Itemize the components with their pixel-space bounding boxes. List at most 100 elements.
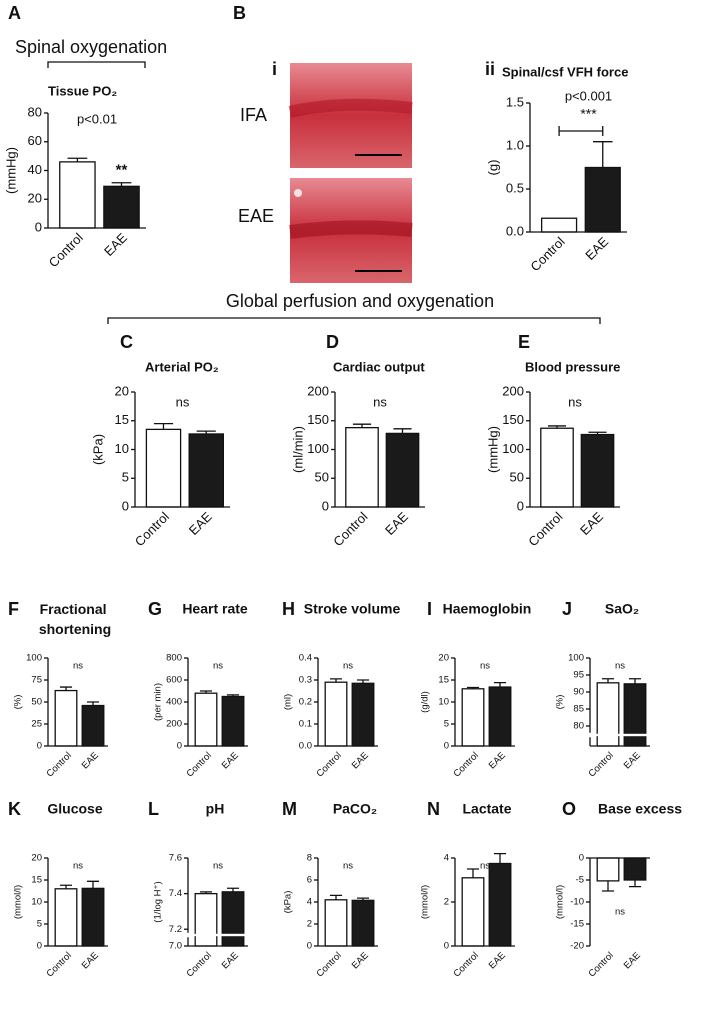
bar: [103, 185, 140, 229]
significance: ns: [480, 661, 490, 672]
panel-letter: E: [518, 332, 530, 352]
panel-letter: L: [148, 799, 159, 819]
panel-letter: H: [282, 599, 295, 619]
y-tick-label: 60: [28, 133, 42, 148]
y-tick-label: 0: [122, 498, 129, 513]
significance: ns: [213, 861, 223, 872]
significance: **: [116, 162, 128, 179]
image-label: EAE: [238, 206, 274, 226]
y-axis-label: (ml/min): [290, 426, 305, 473]
image-label: IFA: [240, 105, 267, 125]
y-tick-label: 0: [177, 741, 182, 752]
panel-letter: M: [282, 799, 297, 819]
bar: [194, 892, 218, 947]
error-bar: [466, 686, 480, 689]
y-tick-label: -20: [570, 941, 584, 952]
panel-letter: G: [148, 599, 162, 619]
x-tick-label: Control: [586, 750, 615, 779]
x-tick-label: Control: [525, 509, 565, 549]
bar: [345, 426, 379, 508]
error-bar: [67, 157, 88, 162]
y-tick-label: 80: [28, 104, 42, 119]
chart-title: Stroke volume: [304, 601, 401, 617]
glare: [294, 189, 302, 197]
y-tick-label: 7.0: [169, 941, 182, 952]
y-tick-label: 100: [26, 653, 42, 664]
x-tick-label: Control: [527, 234, 567, 274]
y-tick-label: 50: [315, 470, 329, 485]
y-tick-label: 0: [444, 741, 449, 752]
error-bar: [628, 678, 642, 684]
bar: [351, 682, 375, 747]
significance: ns: [615, 907, 625, 918]
chart-title: Arterial PO₂: [145, 359, 219, 374]
error-bar: [226, 887, 240, 892]
error-bar: [329, 678, 343, 683]
y-tick-label: 50: [510, 470, 524, 485]
error-bar: [59, 884, 73, 889]
x-tick-label: EAE: [220, 950, 241, 971]
y-tick-label: 200: [502, 383, 524, 398]
y-tick-label: 0.4: [299, 653, 312, 664]
x-tick-label: Control: [44, 950, 73, 979]
x-tick-label: EAE: [101, 230, 130, 259]
bar: [221, 695, 245, 747]
error-bar: [592, 141, 613, 168]
y-tick-label: 90: [573, 687, 584, 698]
bar: [324, 899, 348, 947]
bar: [461, 877, 485, 947]
significance: ns: [343, 661, 353, 672]
x-tick-label: Control: [314, 750, 343, 779]
bar: [623, 857, 647, 881]
bar: [81, 887, 105, 947]
y-tick-label: 1.5: [506, 94, 524, 109]
y-axis-label: (mmol/l): [555, 885, 566, 919]
y-tick-label: 2: [444, 897, 449, 908]
image: [290, 63, 412, 168]
bar: [221, 891, 245, 947]
x-tick-label: Control: [451, 950, 480, 979]
x-tick-label: Control: [132, 509, 172, 549]
y-tick-label: 7.6: [169, 853, 182, 864]
x-tick-label: EAE: [622, 950, 643, 971]
panel-letter: ii: [485, 59, 495, 79]
y-tick-label: 600: [166, 675, 182, 686]
y-tick-label: 0: [37, 941, 42, 952]
y-tick-label: 200: [307, 383, 329, 398]
section-header: Spinal oxygenation: [15, 37, 167, 57]
y-axis-label: (1/log H⁺): [153, 881, 164, 922]
significance: ns: [373, 394, 387, 409]
y-tick-label: 95: [573, 670, 584, 681]
chart-title: Glucose: [47, 801, 102, 817]
y-axis-label: (kPa): [90, 434, 105, 465]
panel-letter: A: [8, 3, 21, 23]
error-bar: [356, 679, 370, 684]
y-tick-label: 85: [573, 704, 584, 715]
error-bar: [393, 428, 412, 434]
y-tick-label: 10: [115, 441, 129, 456]
y-tick-label: 0: [37, 741, 42, 752]
significance: ns: [73, 661, 83, 672]
y-tick-label: 1.0: [506, 137, 524, 152]
significance: ns: [615, 661, 625, 672]
x-tick-label: EAE: [487, 750, 508, 771]
y-tick-label: 0.3: [299, 675, 312, 686]
bar: [596, 857, 620, 882]
y-tick-label: 100: [307, 441, 329, 456]
y-tick-label: 0: [307, 941, 312, 952]
p-value: p<0.001: [565, 88, 612, 103]
y-tick-label: 7.4: [169, 888, 182, 899]
bar: [540, 217, 578, 233]
vessel: [289, 220, 413, 239]
header-bracket: [107, 317, 601, 324]
y-tick-label: 0: [444, 941, 449, 952]
sig-bracket: [558, 126, 604, 136]
vessel: [288, 98, 413, 118]
y-tick-label: 5: [122, 470, 129, 485]
error-bar: [196, 430, 216, 434]
y-tick-label: 0.0: [506, 223, 524, 238]
error-bar: [59, 686, 73, 691]
chart-title: PaCO₂: [333, 801, 377, 817]
y-tick-label: 15: [31, 875, 42, 886]
